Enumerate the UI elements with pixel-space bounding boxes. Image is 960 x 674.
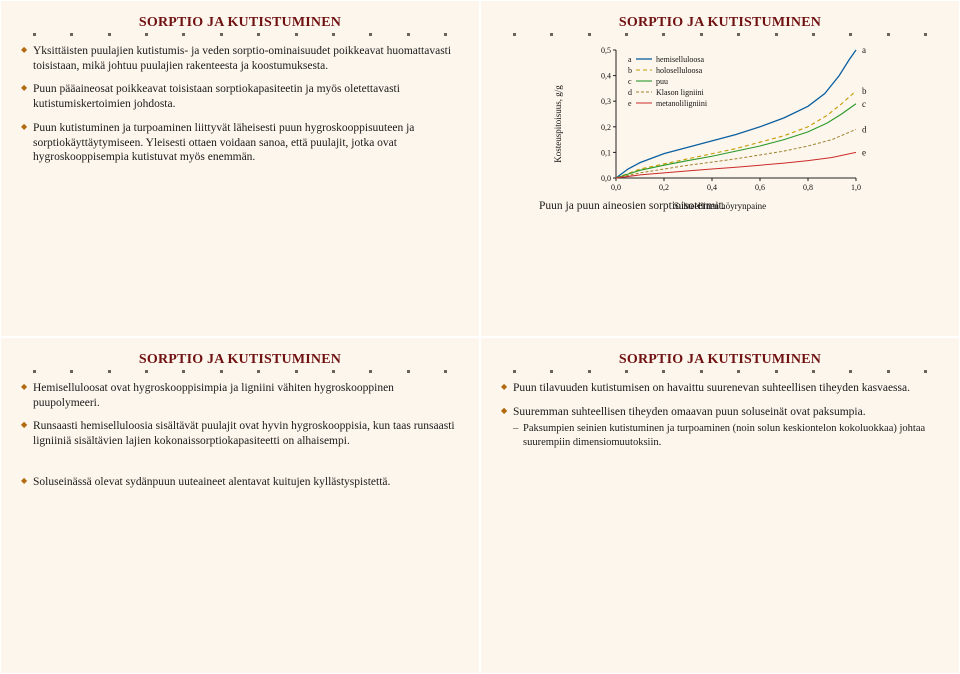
svg-text:1,0: 1,0: [851, 183, 861, 192]
list-item: Hemiselluloosat ovat hygroskooppisimpia …: [21, 381, 455, 410]
slide-title: SORPTIO JA KUTISTUMINEN: [499, 352, 941, 368]
svg-text:b: b: [628, 66, 632, 75]
svg-text:d: d: [862, 124, 867, 134]
svg-text:0,0: 0,0: [601, 174, 611, 183]
chart-svg: 0,0 0,2 0,4 0,6 0,8 1,0 0,0 0,1 0,2 0,3 0,4 0,5 a hem…: [570, 44, 870, 194]
chart-ylabel: Kosteuspitoisuus, g/g: [553, 85, 563, 163]
sorption-chart: Kosteuspitoisuus, g/g 0,00,20,40,60,81,0…: [570, 44, 870, 194]
svg-text:holoselluloosa: holoselluloosa: [656, 66, 703, 75]
svg-text:c: c: [862, 99, 866, 109]
dot-divider: [499, 33, 941, 36]
svg-text:metanoliligniini: metanoliligniini: [656, 99, 708, 108]
svg-text:0,3: 0,3: [601, 97, 611, 106]
slide-title: SORPTIO JA KUTISTUMINEN: [499, 15, 941, 31]
svg-text:0,6: 0,6: [755, 183, 765, 192]
svg-text:d: d: [628, 88, 632, 97]
bullet-list: Yksittäisten puulajien kutistumis- ja ve…: [19, 44, 461, 165]
list-item: Puun pääaineosat poikkeavat toisistaan s…: [21, 82, 455, 111]
dot-divider: [19, 33, 461, 36]
svg-text:0,2: 0,2: [659, 183, 669, 192]
bullet-list: Hemiselluloosat ovat hygroskooppisimpia …: [19, 381, 461, 490]
list-item: Puun kutistuminen ja turpoaminen liittyv…: [21, 121, 455, 165]
svg-text:e: e: [628, 99, 632, 108]
svg-text:a: a: [628, 55, 632, 64]
list-item: Yksittäisten puulajien kutistumis- ja ve…: [21, 44, 455, 73]
slide-br: SORPTIO JA KUTISTUMINEN Puun tilavuuden …: [480, 337, 960, 674]
bullet-list: Puun tilavuuden kutistumisen on havaittu…: [499, 381, 941, 449]
list-item: Suuremman suhteellisen tiheyden omaavan …: [501, 405, 935, 420]
slide-tl: SORPTIO JA KUTISTUMINEN Yksittäisten puu…: [0, 0, 480, 337]
svg-text:b: b: [862, 86, 867, 96]
svg-text:0,2: 0,2: [601, 123, 611, 132]
svg-text:puu: puu: [656, 77, 668, 86]
list-item: Runsaasti hemiselluloosia sisältävät puu…: [21, 419, 455, 448]
svg-text:a: a: [862, 45, 866, 55]
svg-text:0,1: 0,1: [601, 148, 611, 157]
svg-text:hemiselluloosa: hemiselluloosa: [656, 55, 704, 64]
slide-bl: SORPTIO JA KUTISTUMINEN Hemiselluloosat …: [0, 337, 480, 674]
list-item: Puun tilavuuden kutistumisen on havaittu…: [501, 381, 935, 396]
list-subitem: Paksumpien seinien kutistuminen ja turpo…: [501, 422, 935, 448]
svg-text:0,5: 0,5: [601, 46, 611, 55]
dot-divider: [19, 370, 461, 373]
chart-xlabel: Suhteellinen höyrynpaine: [570, 201, 870, 211]
svg-text:Klason ligniini: Klason ligniini: [656, 88, 705, 97]
dot-divider: [499, 370, 941, 373]
slide-title: SORPTIO JA KUTISTUMINEN: [19, 15, 461, 31]
slide-title: SORPTIO JA KUTISTUMINEN: [19, 352, 461, 368]
svg-text:0,0: 0,0: [611, 183, 621, 192]
slide-tr: SORPTIO JA KUTISTUMINEN Kosteuspitoisuus…: [480, 0, 960, 337]
svg-text:0,4: 0,4: [601, 72, 611, 81]
svg-text:0,8: 0,8: [803, 183, 813, 192]
svg-text:0,4: 0,4: [707, 183, 717, 192]
svg-text:c: c: [628, 77, 632, 86]
svg-text:e: e: [862, 147, 866, 157]
list-item: Soluseinässä olevat sydänpuun uuteaineet…: [21, 475, 455, 490]
